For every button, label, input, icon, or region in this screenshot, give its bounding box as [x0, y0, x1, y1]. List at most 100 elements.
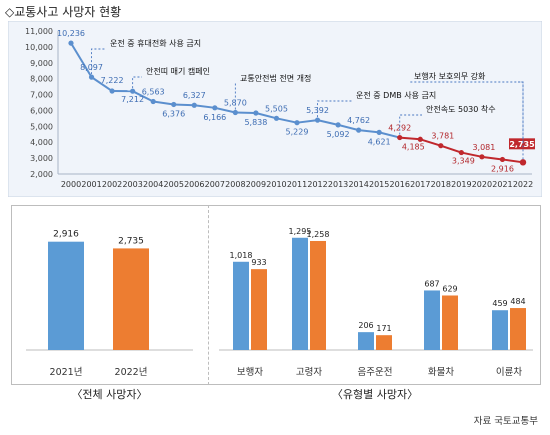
x-tick-label: 2003: [122, 180, 142, 189]
annotation-label: 교통안전법 전면 개정: [240, 73, 311, 83]
x-tick-label: 2005: [164, 180, 184, 189]
y-tick-label: 11,000: [25, 27, 53, 36]
data-point: [519, 159, 527, 166]
line-chart-panel: [8, 21, 542, 197]
x-tick-label: 2000: [61, 180, 81, 189]
data-label: 10,236: [57, 29, 85, 38]
line-segment: [296, 119, 318, 124]
x-tick-label: 2004: [143, 180, 163, 189]
y-tick-label: 4,000: [30, 138, 53, 147]
x-category-label: 음주운전: [358, 367, 393, 378]
annotation-label: 보행자 보호의무 강화: [414, 71, 486, 81]
line-segment: [194, 104, 215, 109]
x-tick-label: 2019: [451, 180, 471, 189]
data-point: [232, 109, 238, 116]
annotation-label: 안전띠 매기 캠페인: [146, 66, 210, 76]
data-point: [417, 136, 423, 142]
x-tick-label: 2007: [205, 180, 225, 189]
y-tick-label: 7,000: [30, 91, 53, 100]
data-label: 3,349: [452, 157, 475, 166]
x-category-label: 화물차: [428, 366, 454, 378]
x-tick-label: 2018: [431, 180, 451, 189]
line-segment: [358, 129, 380, 134]
bar-value-label: 687: [424, 279, 439, 288]
data-point: [273, 115, 280, 121]
data-label: 7,222: [101, 76, 124, 85]
data-point: [150, 98, 156, 105]
bar-value-label: 206: [358, 321, 373, 330]
bar-value-label: 1,018: [230, 251, 253, 260]
data-point: [191, 102, 197, 108]
x-tick-label: 2021: [492, 180, 512, 189]
x-tick-label: 2020: [472, 180, 492, 189]
data-label: 5,392: [306, 106, 329, 115]
bar: [310, 240, 326, 350]
line-segment: [235, 111, 256, 115]
x-tick-label: 2006: [184, 180, 204, 189]
line-segment: [317, 119, 339, 126]
data-label: 2,735: [509, 140, 535, 149]
data-label: 5,092: [327, 130, 350, 139]
source-note: 자료 국토교통부: [473, 416, 538, 427]
bottom-charts-divider: [208, 205, 209, 385]
bar: [358, 332, 374, 350]
x-tick-label: 2012: [307, 180, 327, 189]
data-label: 8,097: [80, 63, 103, 72]
y-tick-label: 6,000: [30, 106, 53, 115]
x-tick-label: 2014: [348, 180, 368, 189]
x-tick-label: 2009: [246, 180, 266, 189]
line-segment: [276, 117, 298, 124]
fatalities-line-chart: 2,000 3,000 4,000 5,000 6,000 7,000 8,000 9,000…: [8, 21, 542, 197]
bar: [233, 261, 249, 350]
x-tick-label: 2022: [513, 180, 533, 189]
data-label: 4,185: [402, 142, 425, 151]
x-category-label: 보행자: [237, 366, 263, 378]
bar-value-label: 2,735: [118, 236, 144, 246]
data-point: [68, 40, 74, 46]
data-point: [171, 101, 177, 108]
data-point: [314, 117, 321, 123]
line-segment: [399, 136, 421, 141]
line-segment: [255, 112, 277, 120]
bar-value-label: 1,258: [307, 230, 330, 239]
total-fatalities-bar-chart: 2,916 2021년 2,735 2022년: [26, 230, 193, 378]
data-label: 5,505: [265, 104, 288, 113]
bar: [510, 308, 526, 350]
x-tick-label: 2015: [369, 180, 389, 189]
data-label: 6,563: [142, 87, 165, 96]
line-segment: [440, 144, 462, 154]
annotation-label: 안전속도 5030 착수: [426, 104, 496, 114]
data-label: 7,212: [121, 95, 144, 104]
y-tick-label: 2,000: [30, 170, 53, 179]
x-tick-label: 2016: [390, 180, 410, 189]
callout-line: [132, 76, 142, 89]
bar-value-label: 171: [376, 324, 391, 333]
line-segment: [337, 123, 359, 132]
x-tick-label: 2002: [102, 180, 122, 189]
data-label: 5,838: [244, 118, 267, 127]
line-segment: [461, 151, 483, 158]
data-label: 5,229: [286, 128, 309, 137]
line-segment: [481, 155, 503, 161]
data-point: [253, 110, 259, 116]
bar: [251, 269, 267, 350]
bar-value-label: 1,295: [289, 227, 312, 236]
highlight-label-box: [509, 138, 535, 150]
callout-line: [317, 100, 352, 118]
bar: [442, 295, 458, 350]
bar: [48, 241, 84, 350]
data-point: [335, 122, 341, 128]
line-segment: [90, 76, 113, 92]
x-tick-label: 2008: [225, 180, 245, 189]
line-segment: [70, 42, 93, 78]
data-point: [479, 154, 485, 160]
bar: [424, 290, 440, 350]
bar: [376, 335, 392, 350]
data-label: 3,781: [431, 132, 454, 141]
data-point: [109, 88, 115, 94]
data-label: 5,870: [224, 99, 247, 108]
bar-value-label: 2,916: [53, 230, 79, 240]
data-label: 4,292: [388, 124, 411, 133]
y-tick-label: 5,000: [30, 122, 53, 131]
